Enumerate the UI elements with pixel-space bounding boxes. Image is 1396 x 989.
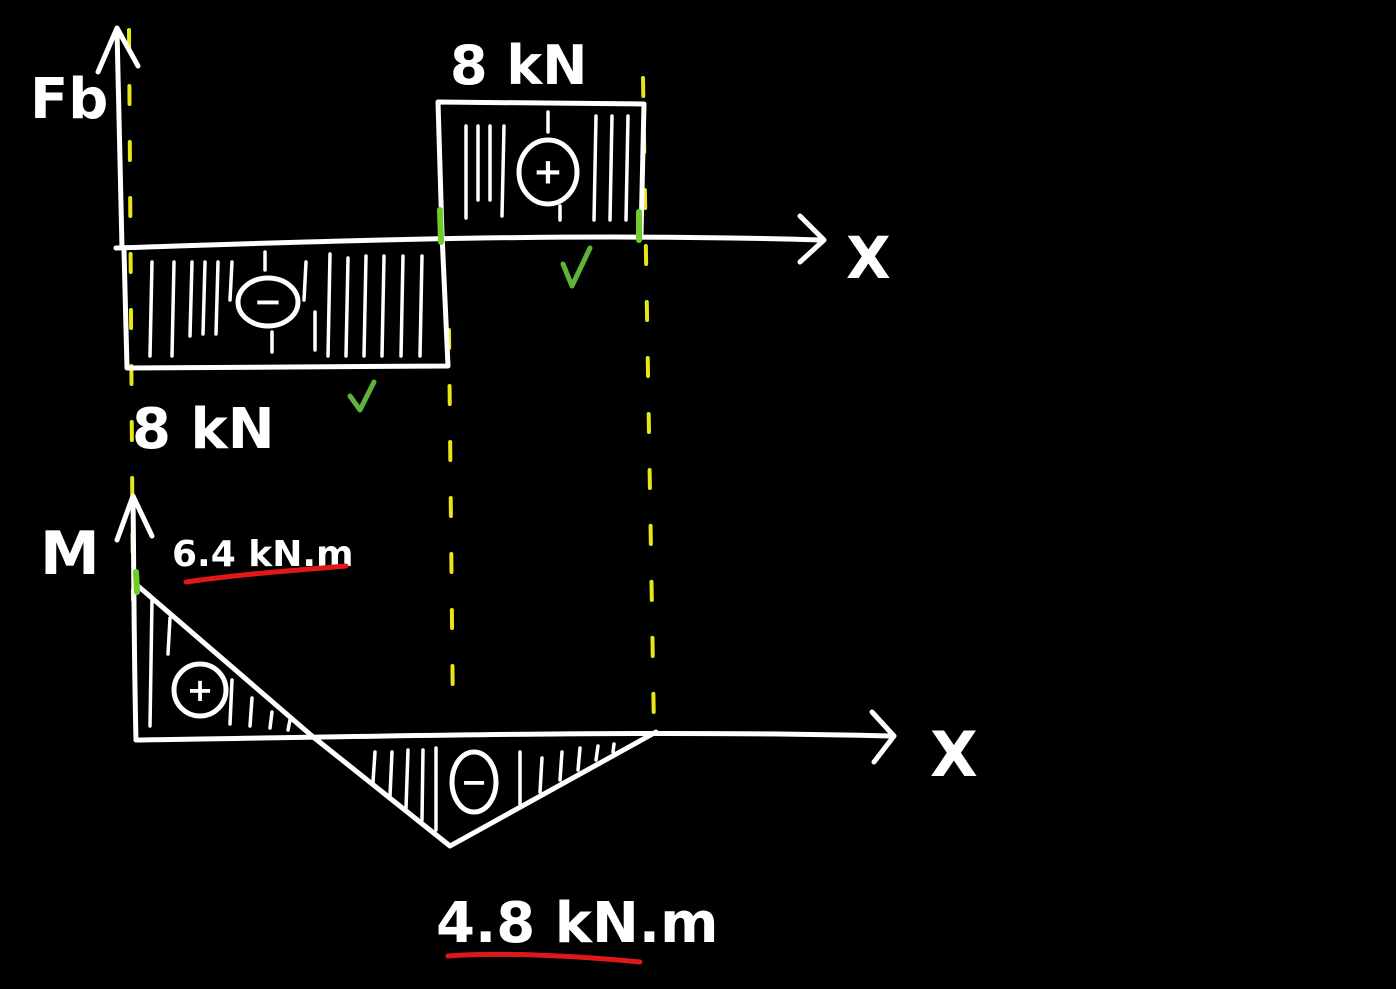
moment-positive-hatch <box>148 598 292 732</box>
shear-axis-label: Fb <box>30 67 108 132</box>
moment-negative-value-label: 4.8 kN.m <box>436 891 718 956</box>
shear-diagram: − + Fb X 8 kN 8 kN <box>30 25 891 462</box>
shear-negative-block <box>121 231 451 371</box>
shear-x-axis-arrowhead <box>797 213 827 265</box>
shear-negative-sign: − <box>254 282 283 322</box>
shear-negative-value-label: 8 kN <box>132 397 275 462</box>
shear-y-axis <box>114 27 125 251</box>
moment-positive-sign: + <box>187 671 214 709</box>
shear-breakpoint-mark <box>437 207 444 245</box>
shear-positive-sign: + <box>533 152 563 193</box>
check-icon <box>560 245 593 289</box>
shear-positive-block <box>435 99 647 239</box>
moment-diagram: + − M X 6.4 kN.m 4.8 kN.m <box>40 493 978 965</box>
shear-negative-hatch <box>148 250 424 358</box>
check-icon <box>347 379 377 413</box>
moment-x-axis-label: X <box>930 718 978 791</box>
guide-lines <box>127 28 656 732</box>
moment-negative-value-underline <box>445 951 643 965</box>
moment-negative-sign-circle <box>449 749 499 815</box>
moment-y-axis <box>130 495 139 743</box>
moment-negative-triangle <box>309 729 659 849</box>
shear-positive-sign-circle <box>516 137 580 207</box>
shear-positive-value-label: 8 kN <box>450 34 587 97</box>
moment-positive-value-underline <box>183 563 349 585</box>
shear-negative-sign-circle <box>235 275 301 329</box>
moment-start-mark <box>133 569 140 595</box>
shear-x-axis <box>113 234 823 251</box>
moment-x-axis-arrowhead <box>869 709 897 765</box>
shear-y-axis-arrowhead <box>95 25 141 75</box>
moment-negative-sign: − <box>461 763 488 801</box>
moment-negative-hatch <box>371 742 616 832</box>
moment-positive-sign-circle <box>171 661 229 719</box>
moment-axis-label: M <box>40 519 100 589</box>
shear-positive-hatch <box>464 110 630 222</box>
moment-x-axis <box>133 730 893 743</box>
moment-positive-triangle <box>135 583 315 739</box>
shear-x-axis-label: X <box>846 224 891 292</box>
guide-line-middle <box>447 328 455 722</box>
moment-y-axis-arrowhead <box>114 493 155 543</box>
guide-line-left <box>127 28 135 602</box>
